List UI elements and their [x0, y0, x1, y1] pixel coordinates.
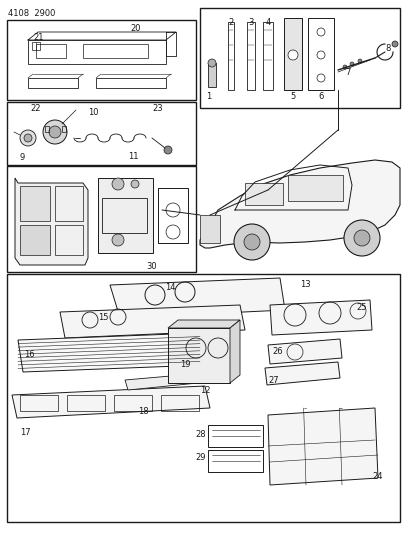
Circle shape — [344, 220, 380, 256]
Polygon shape — [110, 278, 285, 318]
Bar — [28, 78, 78, 88]
Text: 22: 22 — [30, 104, 40, 113]
Bar — [45, 126, 49, 132]
Bar — [284, 18, 302, 90]
Bar — [288, 175, 343, 201]
Text: 14: 14 — [165, 283, 175, 292]
Bar — [158, 188, 188, 243]
Bar — [228, 22, 234, 90]
Text: 4: 4 — [265, 18, 271, 27]
Circle shape — [112, 178, 124, 190]
Polygon shape — [200, 160, 400, 248]
Circle shape — [20, 130, 36, 146]
Text: 23: 23 — [152, 104, 163, 113]
Text: 27: 27 — [268, 376, 279, 385]
Text: 2: 2 — [228, 18, 234, 27]
Circle shape — [392, 41, 398, 47]
Text: 16: 16 — [24, 350, 35, 359]
Circle shape — [234, 224, 270, 260]
Text: 26: 26 — [272, 347, 283, 356]
Bar — [98, 178, 153, 253]
Bar — [62, 126, 66, 132]
Bar — [20, 395, 58, 411]
Bar — [7, 102, 196, 165]
Bar — [114, 395, 152, 411]
Bar — [200, 8, 400, 108]
Circle shape — [288, 50, 298, 60]
Polygon shape — [268, 408, 378, 485]
Text: 7: 7 — [345, 68, 351, 77]
Polygon shape — [265, 362, 340, 385]
Bar — [55, 186, 83, 221]
Text: 28: 28 — [195, 430, 206, 439]
Bar — [208, 425, 263, 447]
Text: 20: 20 — [130, 24, 140, 33]
Polygon shape — [125, 373, 208, 390]
Bar — [208, 450, 263, 472]
Bar — [83, 44, 148, 58]
Circle shape — [208, 59, 216, 67]
Bar — [208, 63, 216, 87]
Bar — [247, 22, 255, 90]
Text: 1: 1 — [206, 92, 212, 101]
Bar — [102, 198, 147, 233]
Circle shape — [131, 180, 139, 188]
Text: 12: 12 — [200, 386, 211, 395]
Bar — [55, 225, 83, 255]
Text: 13: 13 — [300, 280, 310, 289]
Text: 9: 9 — [19, 153, 24, 162]
Bar — [20, 186, 50, 221]
Text: 24: 24 — [372, 472, 383, 481]
Polygon shape — [18, 333, 205, 372]
Text: 19: 19 — [180, 360, 191, 369]
Polygon shape — [168, 320, 240, 328]
Text: 11: 11 — [128, 152, 138, 161]
Circle shape — [164, 146, 172, 154]
Text: 5: 5 — [290, 92, 296, 101]
Bar — [168, 328, 230, 383]
Bar — [161, 395, 199, 411]
Polygon shape — [15, 178, 88, 265]
Bar — [245, 183, 283, 205]
Text: 8: 8 — [385, 44, 391, 53]
Text: 4108  2900: 4108 2900 — [8, 9, 55, 18]
Bar — [263, 22, 273, 90]
Bar — [96, 78, 166, 88]
Polygon shape — [268, 339, 342, 364]
Bar — [7, 20, 196, 100]
Circle shape — [112, 234, 124, 246]
Bar — [67, 395, 105, 411]
Bar — [200, 215, 220, 243]
Polygon shape — [60, 305, 245, 338]
Text: 10: 10 — [88, 108, 98, 117]
Circle shape — [358, 59, 362, 63]
Text: 25: 25 — [356, 303, 366, 312]
Text: 6: 6 — [318, 92, 324, 101]
Bar — [308, 18, 334, 90]
Circle shape — [354, 230, 370, 246]
Text: 30: 30 — [146, 262, 157, 271]
Bar — [36, 44, 66, 58]
Circle shape — [24, 134, 32, 142]
Circle shape — [244, 234, 260, 250]
Text: 29: 29 — [195, 453, 206, 462]
Bar — [20, 225, 50, 255]
Bar — [7, 166, 196, 272]
Bar — [28, 40, 166, 64]
Polygon shape — [12, 386, 210, 418]
Circle shape — [49, 126, 61, 138]
Text: 18: 18 — [138, 407, 149, 416]
Polygon shape — [270, 300, 372, 335]
Circle shape — [43, 120, 67, 144]
Circle shape — [343, 65, 347, 69]
Polygon shape — [230, 320, 240, 383]
Text: 15: 15 — [98, 313, 109, 322]
Text: 3: 3 — [248, 18, 254, 27]
Bar — [32, 42, 40, 50]
Circle shape — [350, 62, 354, 66]
Text: 21: 21 — [33, 33, 44, 42]
Text: 17: 17 — [20, 428, 31, 437]
Bar — [7, 274, 400, 522]
